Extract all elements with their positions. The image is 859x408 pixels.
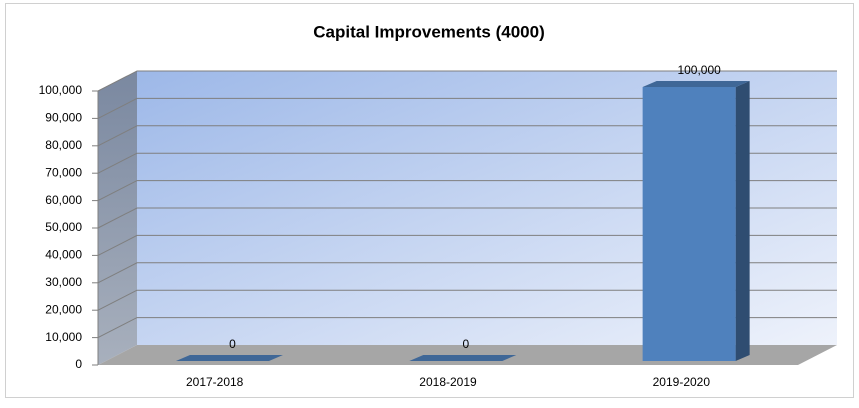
- bar-side: [735, 81, 750, 361]
- data-label: 100,000: [677, 63, 721, 77]
- bar-top: [175, 355, 283, 361]
- bar: [642, 87, 736, 361]
- y-tick-label: 70,000: [45, 165, 82, 179]
- bar-top: [409, 355, 517, 361]
- grid-line: [97, 317, 837, 339]
- data-label: 0: [229, 337, 236, 351]
- grid-line: [97, 97, 837, 119]
- grid-line: [97, 207, 837, 229]
- grid-line: [97, 234, 837, 256]
- y-tick-label: 40,000: [45, 248, 82, 262]
- grid-line: [97, 262, 837, 284]
- y-tick-label: 90,000: [45, 111, 82, 125]
- grid-line: [97, 125, 837, 147]
- y-tick-label: 50,000: [45, 220, 82, 234]
- y-tick-label: 0: [75, 357, 82, 371]
- x-tick-label: 2019-2020: [653, 375, 711, 389]
- y-tick-label: 80,000: [45, 138, 82, 152]
- y-tick-label: 60,000: [45, 193, 82, 207]
- y-tick-label: 100,000: [39, 83, 83, 97]
- bar-top: [642, 81, 750, 87]
- grid-line: [97, 289, 837, 311]
- grid-line: [97, 180, 837, 202]
- y-tick-label: 20,000: [45, 302, 82, 316]
- y-tick-label: 10,000: [45, 330, 82, 344]
- data-label: 0: [462, 337, 469, 351]
- y-tick-label: 30,000: [45, 275, 82, 289]
- x-tick-label: 2017-2018: [186, 375, 244, 389]
- chart-title: Capital Improvements (4000): [313, 22, 544, 41]
- x-tick-label: 2018-2019: [419, 375, 477, 389]
- grid-line: [97, 70, 837, 92]
- grid-line: [97, 152, 837, 174]
